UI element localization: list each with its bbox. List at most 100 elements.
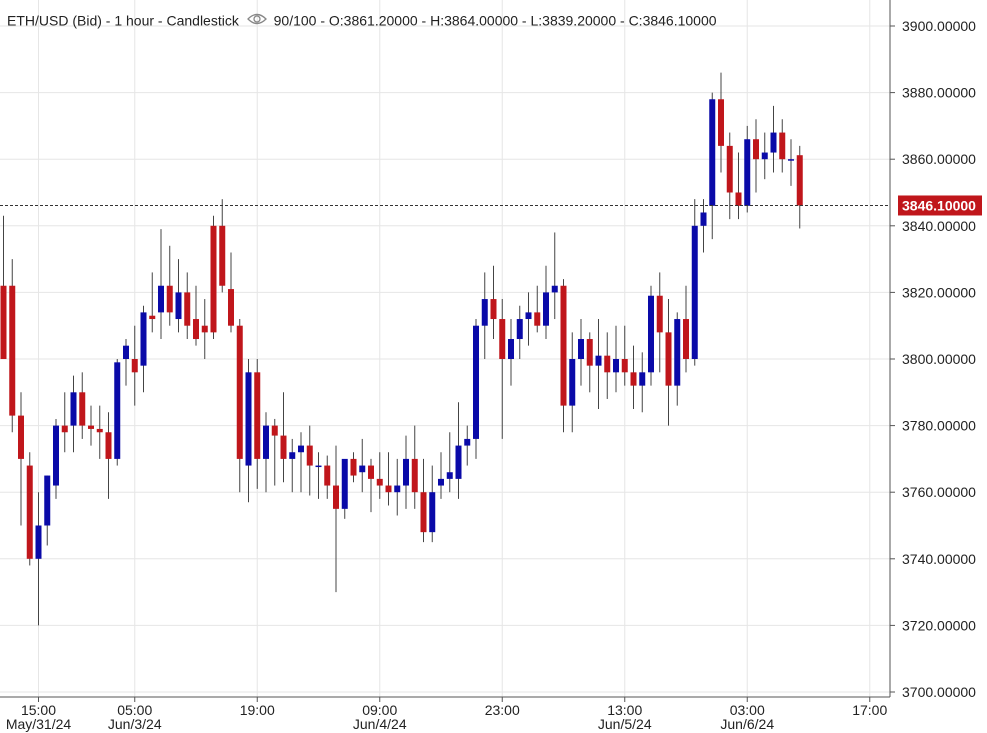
candle-body	[744, 139, 751, 206]
candle	[761, 132, 768, 180]
candle	[315, 452, 322, 499]
x-tick-label: 05:00	[117, 702, 152, 718]
candle	[613, 325, 619, 393]
candle-body	[35, 525, 42, 559]
candle-body	[96, 428, 103, 433]
candle	[586, 332, 593, 393]
candle-body	[691, 225, 698, 359]
candle-body	[665, 332, 672, 386]
candle-body	[709, 99, 716, 206]
eye-icon[interactable]	[246, 12, 267, 29]
candle	[70, 375, 77, 453]
candle-body	[543, 292, 549, 326]
candle	[61, 392, 68, 453]
y-tick-label: 3740.00000	[902, 551, 976, 567]
candle-body	[656, 295, 663, 333]
candle	[516, 305, 523, 359]
candle-body	[683, 319, 689, 359]
candle	[123, 339, 129, 386]
candle-body	[289, 452, 296, 459]
candle-body	[621, 359, 628, 373]
candle-body	[473, 325, 479, 439]
y-tick-label: 3880.00000	[902, 85, 976, 101]
y-tick-label: 3820.00000	[902, 284, 976, 300]
candle	[333, 445, 339, 593]
candle-body	[210, 225, 217, 333]
candle-body	[166, 285, 173, 313]
y-tick-label: 3840.00000	[902, 218, 976, 234]
candle	[26, 452, 33, 566]
x-tick-label: 23:00	[485, 702, 520, 718]
candle	[779, 119, 786, 173]
candle	[656, 272, 663, 373]
candle-body	[779, 132, 786, 160]
candle	[753, 119, 759, 193]
candle	[385, 452, 392, 506]
candle	[534, 285, 541, 333]
candle-body	[61, 425, 68, 433]
candle	[184, 272, 191, 340]
y-tick-label: 3700.00000	[902, 684, 976, 700]
candle	[648, 285, 654, 386]
candle	[35, 492, 42, 626]
x-tick-date: Jun/6/24	[720, 716, 774, 732]
candle	[718, 72, 724, 173]
candle	[543, 265, 549, 340]
opacity-value[interactable]: 90/100	[273, 12, 317, 29]
y-tick-label: 3760.00000	[902, 484, 976, 500]
candle-body	[79, 392, 86, 426]
candle-body	[613, 359, 619, 373]
candle-body	[525, 312, 532, 320]
candle-body	[298, 445, 304, 453]
candle-body	[131, 359, 138, 373]
candle	[735, 152, 742, 220]
candles	[0, 72, 803, 626]
candle	[578, 319, 584, 386]
candle	[551, 232, 558, 320]
candle	[201, 299, 208, 359]
candle	[79, 372, 86, 439]
last-price-label: 3846.10000	[902, 197, 976, 213]
candle	[228, 252, 234, 333]
candle	[490, 265, 497, 340]
candle	[245, 359, 252, 503]
candle	[403, 435, 409, 509]
candle	[114, 359, 121, 466]
candle-body	[455, 445, 462, 479]
plot-background	[0, 0, 890, 697]
candle-body	[333, 485, 339, 509]
candle	[88, 405, 94, 446]
candle	[525, 292, 532, 346]
candle-body	[578, 339, 584, 359]
candle	[394, 458, 401, 516]
candle-body	[394, 485, 401, 493]
candle-body	[44, 475, 51, 526]
candle	[788, 139, 794, 186]
candle-body	[149, 315, 156, 320]
candle-body	[700, 212, 707, 226]
x-tick-date: Jun/3/24	[108, 716, 162, 732]
candle-body	[88, 425, 94, 429]
candle-body	[604, 355, 611, 373]
candle-body	[595, 355, 602, 366]
candle	[193, 285, 199, 346]
candle-body	[105, 432, 112, 459]
candle	[9, 259, 16, 433]
symbol-title: ETH/USD (Bid) - 1 hour - Candlestick	[7, 12, 239, 29]
candle	[665, 299, 672, 426]
candle-body	[123, 345, 129, 359]
x-tick-label: 19:00	[240, 702, 275, 718]
candle	[508, 319, 514, 386]
candle-body	[140, 312, 147, 366]
candle-body	[245, 372, 252, 466]
candle	[595, 319, 602, 409]
candle	[569, 332, 576, 433]
y-axis[interactable]: 3900.00000 3880.00000 3860.00000 3840.00000…	[890, 18, 976, 700]
candle-body	[254, 372, 261, 459]
last-price-badge-bg	[898, 195, 982, 216]
candle-body	[735, 192, 742, 206]
candle-body	[403, 458, 409, 486]
candle	[455, 402, 462, 499]
